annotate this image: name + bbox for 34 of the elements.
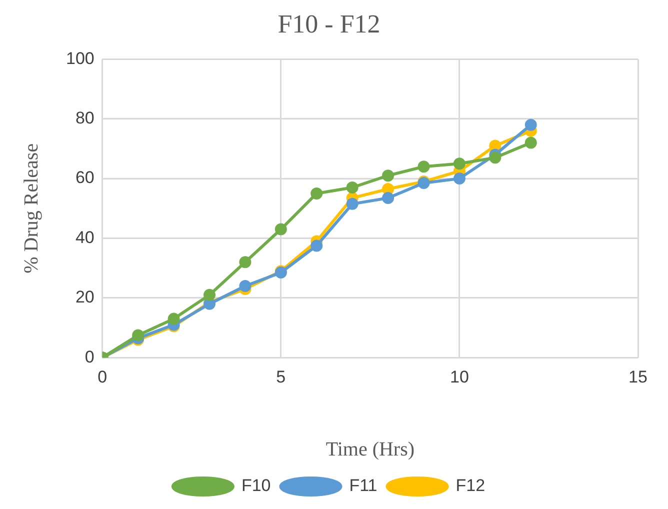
point [346, 198, 358, 210]
point [274, 223, 287, 236]
x-tick-label: 5 [276, 367, 286, 386]
y-axis-title: % Drug Release [20, 143, 42, 274]
point [168, 312, 180, 325]
point [132, 329, 144, 342]
point [382, 170, 394, 182]
y-tick-label: 80 [75, 108, 94, 128]
point [418, 160, 430, 173]
y-tick-label: 40 [75, 228, 94, 247]
point [453, 158, 466, 170]
y-tick-label: 20 [75, 288, 94, 307]
legend-label: F11 [349, 476, 378, 496]
point [310, 187, 323, 200]
point [239, 280, 252, 292]
chart-title: F10 - F12 [278, 9, 380, 38]
legend-label: F10 [241, 476, 271, 496]
y-tick-label: 0 [84, 347, 94, 366]
point [382, 192, 394, 204]
point [203, 288, 216, 301]
x-axis-title: Time (Hrs) [326, 438, 415, 460]
x-tick-label: 15 [628, 367, 648, 386]
point [489, 152, 502, 164]
x-tick-label: 10 [450, 367, 469, 386]
point [453, 172, 466, 185]
legend-label: F12 [456, 476, 486, 496]
point [239, 256, 252, 268]
y-tick-label: 100 [66, 48, 94, 68]
point [524, 118, 537, 131]
y-tick-label: 60 [75, 168, 94, 188]
point [310, 240, 323, 252]
point [346, 182, 358, 194]
x-tick-label: 0 [98, 367, 108, 386]
point [524, 136, 537, 149]
